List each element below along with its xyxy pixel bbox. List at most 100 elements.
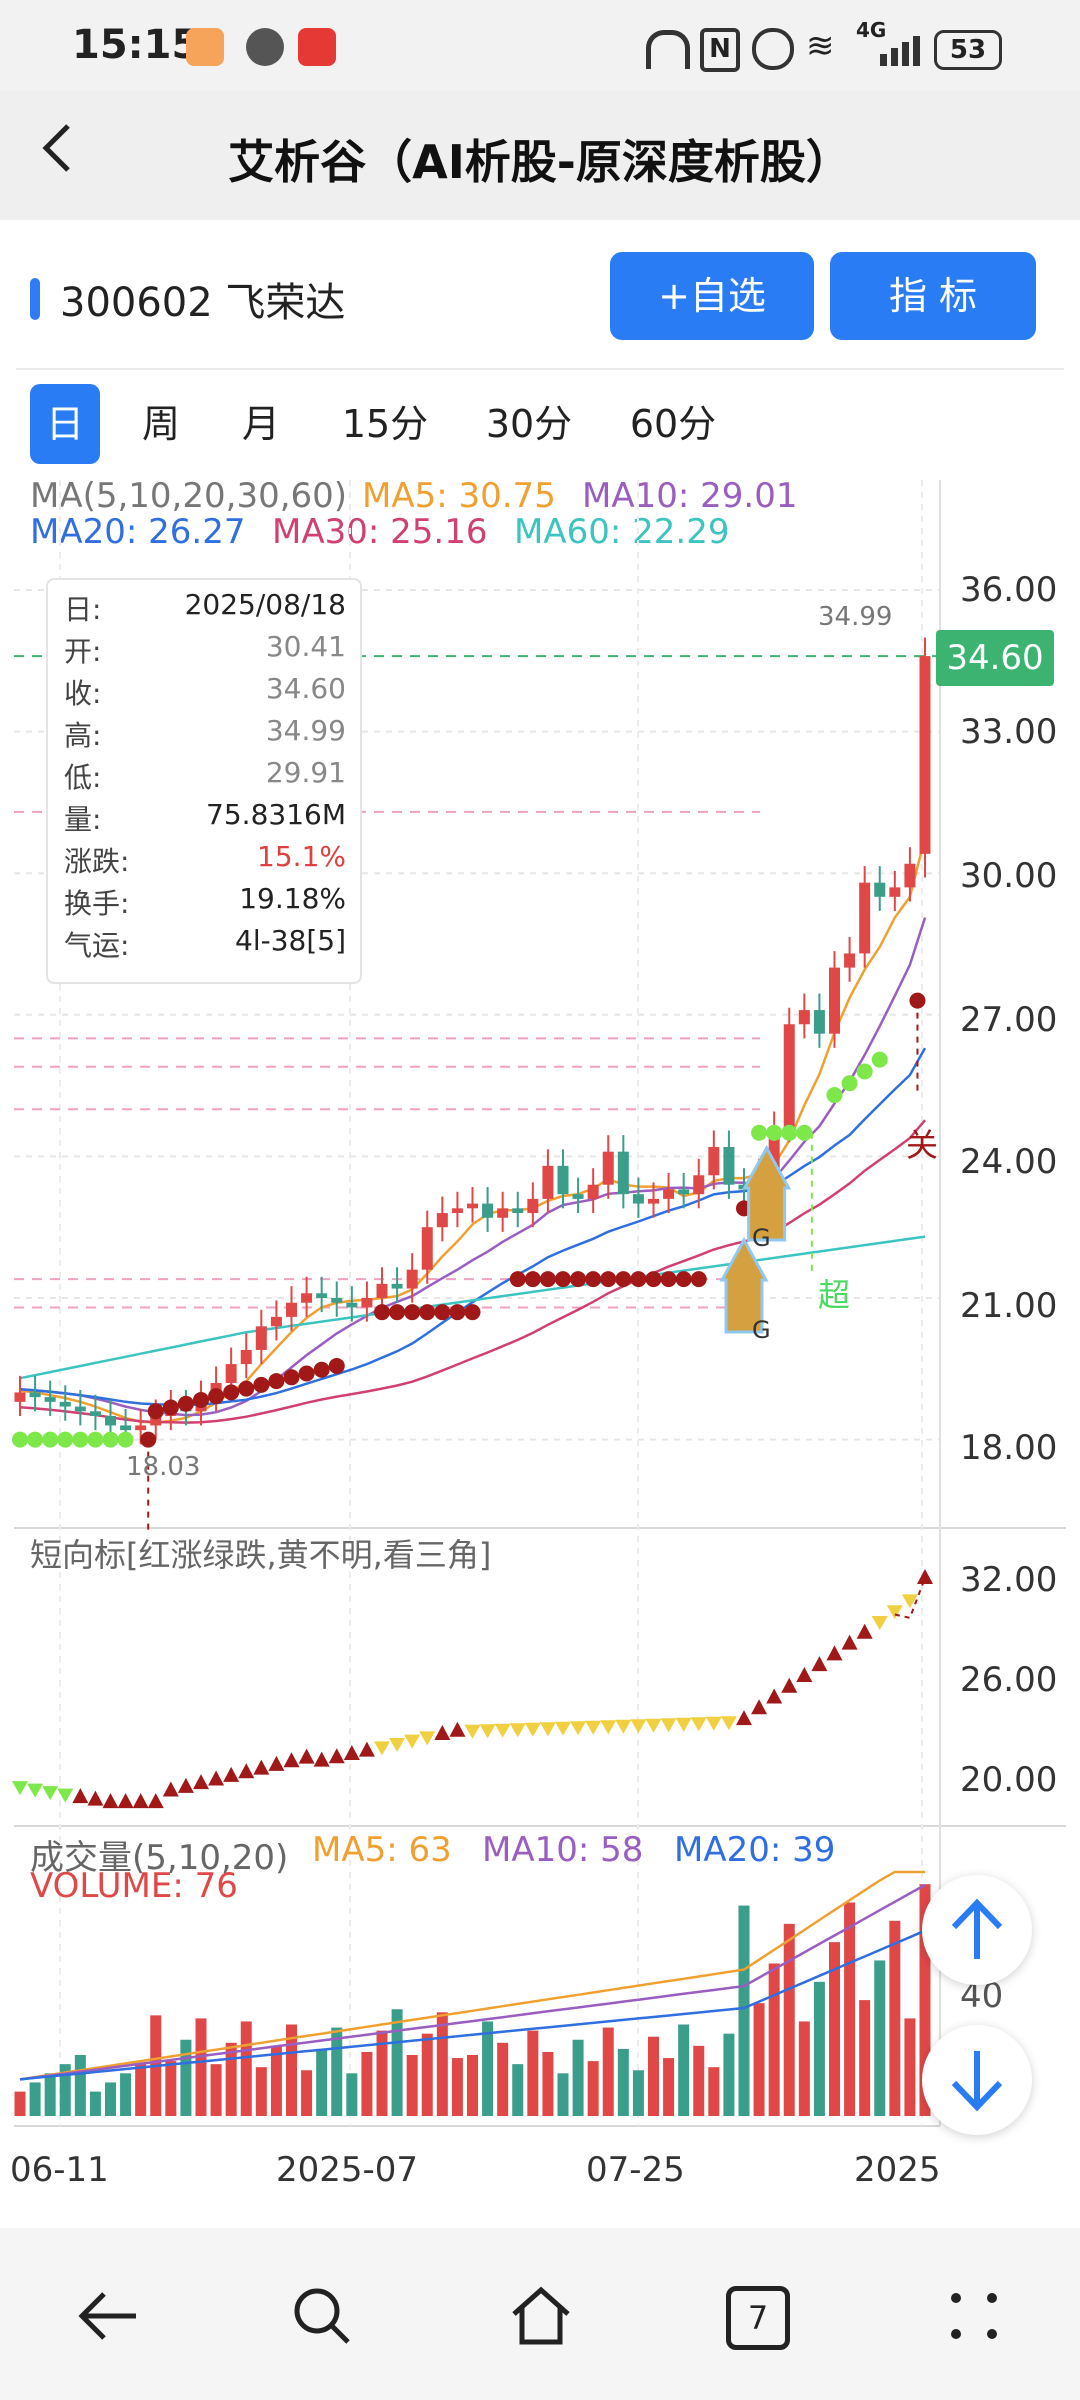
price-axis-label: 36.00 xyxy=(960,570,1058,610)
candle-body xyxy=(813,1010,825,1034)
candle-body xyxy=(255,1326,267,1350)
ma30-legend: MA30: 25.16 xyxy=(272,512,488,552)
candle-body xyxy=(678,1189,690,1195)
candle-info-box: 日: 2025/08/18 开: 30.41 收: 34.60 高: 34.99 低: 2… xyxy=(46,578,362,984)
candle-body xyxy=(557,1165,569,1195)
x-axis-label: 06-11 xyxy=(10,2150,109,2190)
signal-dot xyxy=(328,1357,345,1374)
candle-body xyxy=(859,882,871,954)
tab-60min[interactable]: 60分 xyxy=(629,402,717,446)
volume-bar xyxy=(255,2067,267,2116)
price-axis-label: 27.00 xyxy=(960,1000,1058,1040)
signal-dot xyxy=(87,1431,104,1448)
scroll-down-button[interactable] xyxy=(922,2025,1032,2135)
signal-dot xyxy=(826,1087,843,1104)
signal-dot xyxy=(177,1395,194,1412)
direction-triangle xyxy=(841,1634,858,1650)
direction-triangle xyxy=(162,1781,179,1797)
tab-week[interactable]: 周 xyxy=(141,402,180,446)
direction-triangle xyxy=(600,1720,617,1735)
direction-triangle xyxy=(570,1721,587,1736)
volume-bar xyxy=(829,1942,840,2116)
direction-triangle xyxy=(871,1615,888,1630)
tab-15min[interactable]: 15分 xyxy=(341,402,429,446)
scroll-up-button[interactable] xyxy=(922,1875,1032,1985)
candle-body xyxy=(527,1198,539,1214)
signal-dot xyxy=(268,1373,285,1390)
volume-bar xyxy=(240,2021,252,2116)
signal-dot xyxy=(585,1271,602,1288)
direction-triangle xyxy=(313,1751,330,1767)
direction-triangle xyxy=(358,1741,375,1757)
g-signal: G xyxy=(752,1316,771,1344)
direction-triangle xyxy=(147,1793,164,1809)
direction-triangle xyxy=(615,1719,632,1734)
current-price-tag: 34.60 xyxy=(936,630,1054,686)
candle-body xyxy=(798,1010,810,1025)
direction-triangle xyxy=(555,1721,571,1736)
stock-chart[interactable] xyxy=(0,0,1080,2228)
candle-body xyxy=(240,1349,252,1365)
back-nav-icon[interactable] xyxy=(76,2288,140,2344)
candle-body xyxy=(542,1165,554,1199)
search-icon[interactable] xyxy=(290,2284,354,2348)
signal-dot xyxy=(27,1431,44,1448)
tab-month[interactable]: 月 xyxy=(241,402,280,446)
candle-body xyxy=(105,1416,116,1426)
volume-bar xyxy=(195,2018,207,2116)
direction-triangle xyxy=(389,1738,406,1752)
signal-dot xyxy=(539,1271,556,1288)
direction-triangle xyxy=(374,1741,390,1756)
back-arrow-icon[interactable] xyxy=(38,118,78,178)
signal-dot xyxy=(630,1271,647,1288)
direction-triangle xyxy=(645,1718,662,1733)
direction-triangle xyxy=(132,1793,149,1809)
direction-triangle xyxy=(283,1752,300,1768)
network-type: 4G xyxy=(856,18,887,42)
direction-triangle xyxy=(434,1725,451,1741)
candle-body xyxy=(376,1283,388,1298)
indicator-button[interactable]: 指 标 xyxy=(830,252,1036,340)
signal-dot xyxy=(464,1304,481,1321)
volume-ma10-line xyxy=(19,1883,926,2081)
tab-30min[interactable]: 30分 xyxy=(485,402,573,446)
volume-bar xyxy=(29,2082,41,2116)
ma-legend-title: MA(5,10,20,30,60) xyxy=(30,476,348,516)
info-date: 日: 2025/08/18 xyxy=(64,588,346,626)
volume-bar xyxy=(813,1981,825,2116)
direction-triangle xyxy=(585,1720,602,1735)
volume-bar xyxy=(723,2033,735,2116)
volume-bar xyxy=(301,2070,313,2116)
signal-dot xyxy=(208,1388,225,1405)
home-icon[interactable] xyxy=(508,2282,574,2348)
signal-dot xyxy=(434,1304,451,1321)
direction-triangle xyxy=(27,1783,44,1798)
status-bar xyxy=(0,0,1080,90)
signal-dot xyxy=(509,1271,526,1288)
direction-triangle xyxy=(811,1656,828,1672)
ma10-line xyxy=(19,917,927,1417)
add-watchlist-button[interactable]: +自选 xyxy=(610,252,814,340)
direction-triangle xyxy=(539,1722,556,1737)
direction-triangle xyxy=(404,1734,421,1749)
info-volume: 量: 75.8316M xyxy=(64,798,346,836)
volume-bar xyxy=(572,2039,584,2116)
volume-bar xyxy=(467,2055,478,2116)
direction-triangle xyxy=(223,1766,240,1782)
ma10-legend: MA10: 29.01 xyxy=(582,476,798,516)
app-notification-icon xyxy=(186,28,224,66)
signal-dot xyxy=(419,1304,436,1321)
more-menu-icon[interactable] xyxy=(944,2286,1004,2346)
tab-day[interactable]: 日 xyxy=(30,384,100,464)
tabs-count-button[interactable]: 7 xyxy=(726,2286,790,2350)
direction-triangle xyxy=(720,1716,737,1731)
candle-body xyxy=(29,1392,41,1398)
direction-triangle xyxy=(193,1774,209,1790)
volume-ma20: MA20: 39 xyxy=(674,1830,836,1870)
volume-bar xyxy=(165,2061,177,2116)
candle-body xyxy=(406,1269,418,1289)
volume-bar xyxy=(889,1920,901,2116)
volume-bar xyxy=(587,2061,599,2116)
volume-bar xyxy=(135,2064,147,2116)
signal-dot xyxy=(313,1361,330,1378)
